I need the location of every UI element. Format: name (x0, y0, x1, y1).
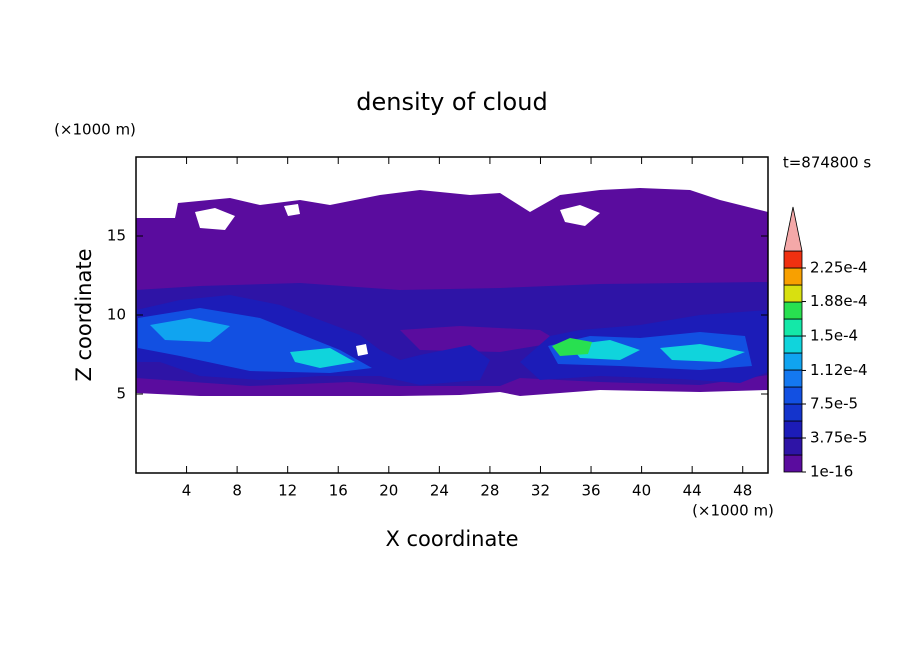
colorbar-box (783, 267, 803, 286)
colorbar-box (783, 335, 803, 354)
x-tick-label: 12 (278, 482, 297, 500)
colorbar-box (783, 420, 803, 439)
contour-gap (560, 205, 600, 226)
y-tick-label: 15 (107, 227, 126, 245)
x-tick-label: 36 (581, 482, 600, 500)
colorbar-box (783, 250, 803, 269)
x-tick-label: 48 (733, 482, 752, 500)
x-tick-label: 28 (480, 482, 499, 500)
plot-area (136, 188, 768, 396)
colorbar-box (783, 369, 803, 388)
x-tick-label: 16 (329, 482, 348, 500)
colorbar-box (783, 403, 803, 422)
chart-title: density of cloud (356, 88, 547, 116)
colorbar-label: 2.25e-4 (810, 259, 868, 277)
contour-gap (195, 208, 235, 230)
annotation: t=874800 s (783, 154, 871, 172)
colorbar-box (783, 386, 803, 405)
x-tick-label: 44 (683, 482, 702, 500)
contour-region (660, 344, 745, 362)
colorbar-label: 1.88e-4 (810, 292, 868, 310)
colorbar-box (783, 284, 803, 303)
y-axis-label: Z coordinate (72, 248, 96, 381)
colorbar-box (783, 454, 803, 473)
colorbar-label: 1.5e-4 (810, 327, 858, 345)
contour-gap (356, 344, 368, 356)
colorbar-label: 1e-16 (810, 463, 853, 481)
colorbar-box (783, 301, 803, 320)
x-tick-label: 40 (632, 482, 651, 500)
y-unit: (×1000 m) (54, 121, 136, 139)
colorbar-box (783, 318, 803, 337)
x-tick-label: 4 (182, 482, 192, 500)
x-unit: (×1000 m) (692, 502, 774, 520)
colorbar-box (783, 352, 803, 371)
x-tick-label: 32 (531, 482, 550, 500)
x-tick-label: 24 (430, 482, 449, 500)
colorbar-extend (783, 206, 803, 252)
y-tick-label: 5 (116, 385, 126, 403)
y-tick-label: 10 (107, 306, 126, 324)
contour-region (150, 318, 230, 342)
x-tick-label: 20 (379, 482, 398, 500)
x-tick-label: 8 (232, 482, 242, 500)
contour-gap (284, 204, 300, 216)
contour-region (552, 338, 592, 356)
contour-region (400, 326, 560, 352)
x-axis-label: X coordinate (385, 527, 518, 551)
contour-region (290, 348, 355, 368)
colorbar-label: 3.75e-5 (810, 429, 868, 447)
colorbar-box (783, 437, 803, 456)
colorbar-label: 1.12e-4 (810, 361, 868, 379)
colorbar-label: 7.5e-5 (810, 395, 858, 413)
